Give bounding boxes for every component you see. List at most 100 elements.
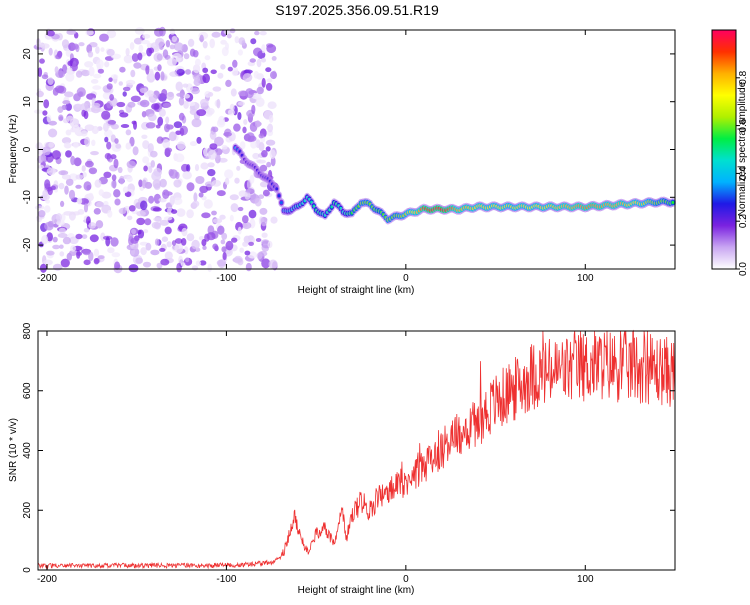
noise-blob <box>93 248 100 257</box>
noise-blob <box>138 44 144 53</box>
noise-blob <box>209 143 218 150</box>
noise-blob <box>212 126 219 133</box>
noise-blob <box>58 170 69 176</box>
noise-blob <box>253 47 263 57</box>
noise-blob <box>259 31 267 36</box>
noise-blob <box>152 207 162 212</box>
noise-blob <box>207 92 214 97</box>
noise-blob <box>42 189 49 198</box>
noise-blob <box>256 159 266 164</box>
noise-blob <box>268 259 278 269</box>
noise-blob <box>207 263 212 273</box>
snr-y-tick-label: 400 <box>22 442 33 459</box>
noise-blob <box>86 216 91 226</box>
colorbar-ticks: 0.0 0.2 0.4 0.6 0.8 <box>736 70 749 276</box>
noise-blob <box>134 27 145 35</box>
noise-blob <box>225 240 234 251</box>
noise-blob <box>60 200 65 207</box>
noise-blob <box>154 71 161 81</box>
noise-blob <box>62 100 71 105</box>
noise-blob <box>139 87 148 94</box>
noise-blob <box>105 236 111 247</box>
noise-blob <box>171 35 177 43</box>
noise-blob <box>191 118 202 128</box>
noise-blob <box>106 48 115 57</box>
noise-blob <box>185 257 190 263</box>
noise-blob <box>93 208 101 215</box>
noise-blob <box>224 169 234 179</box>
noise-blob <box>96 59 104 70</box>
noise-blob <box>192 200 200 208</box>
noise-blob <box>110 154 117 160</box>
noise-blob <box>258 250 268 257</box>
noise-blob <box>75 184 82 189</box>
noise-blob <box>48 128 58 138</box>
noise-blob <box>232 59 238 68</box>
noise-blob <box>192 64 201 74</box>
noise-blob <box>158 197 167 203</box>
noise-blob <box>82 249 91 256</box>
noise-blob <box>110 237 119 247</box>
snr-y-tick-label: 200 <box>22 501 33 518</box>
noise-blob <box>250 38 257 45</box>
noise-blob <box>41 235 49 245</box>
noise-blob <box>247 135 257 142</box>
noise-blob <box>110 74 119 80</box>
noise-blob <box>65 129 72 136</box>
noise-blob <box>140 200 148 211</box>
spectrogram-x-tick-label: 100 <box>577 273 594 284</box>
noise-blob <box>191 265 199 271</box>
noise-blob <box>78 42 85 47</box>
noise-blob <box>65 72 75 82</box>
noise-blob <box>160 71 165 81</box>
noise-blob <box>262 189 270 197</box>
ridge-core <box>277 194 281 198</box>
noise-blob <box>91 105 101 114</box>
noise-blob <box>52 87 59 96</box>
noise-blob <box>217 225 225 235</box>
snr-x-ticks: -200 -100 0 100 <box>37 331 594 585</box>
noise-blob <box>137 229 145 239</box>
noise-blob <box>69 250 77 256</box>
noise-blob <box>186 182 195 192</box>
noise-blob <box>114 261 121 270</box>
noise-blob <box>88 192 94 200</box>
noise-blob <box>268 114 274 123</box>
noise-blob <box>167 91 174 98</box>
noise-blob <box>111 142 122 153</box>
snr-series-line <box>37 329 676 570</box>
noise-blob <box>44 221 54 231</box>
noise-blob <box>199 34 204 43</box>
noise-blob <box>85 29 94 36</box>
noise-blob <box>162 139 171 149</box>
noise-blob <box>82 172 87 178</box>
noise-blob <box>261 239 270 246</box>
noise-blob <box>214 136 224 147</box>
noise-blob <box>109 94 114 101</box>
noise-blob <box>182 83 189 88</box>
figure-title: S197.2025.356.09.51.R19 <box>275 2 439 18</box>
noise-blob <box>72 103 82 111</box>
noise-blob <box>249 174 255 184</box>
noise-blob <box>75 233 83 240</box>
noise-blob <box>103 122 109 132</box>
noise-blob <box>104 136 109 143</box>
spectrogram-x-ticks: -200 -100 0 100 <box>37 30 594 284</box>
noise-blob <box>132 146 139 156</box>
noise-blob <box>44 179 51 190</box>
noise-blob <box>46 114 52 123</box>
noise-blob <box>44 205 51 213</box>
noise-blob <box>39 58 45 64</box>
noise-blob <box>125 79 136 86</box>
noise-blob <box>169 44 176 50</box>
noise-blob <box>56 213 62 222</box>
noise-blob <box>111 252 121 258</box>
noise-blob <box>60 258 70 268</box>
noise-blob <box>178 112 185 121</box>
colorbar-tick-label: 0.6 <box>738 118 749 132</box>
noise-blob <box>254 30 260 36</box>
noise-blob <box>233 255 243 264</box>
noise-blob <box>207 149 217 160</box>
noise-blob <box>265 67 272 73</box>
noise-blob <box>66 29 77 35</box>
